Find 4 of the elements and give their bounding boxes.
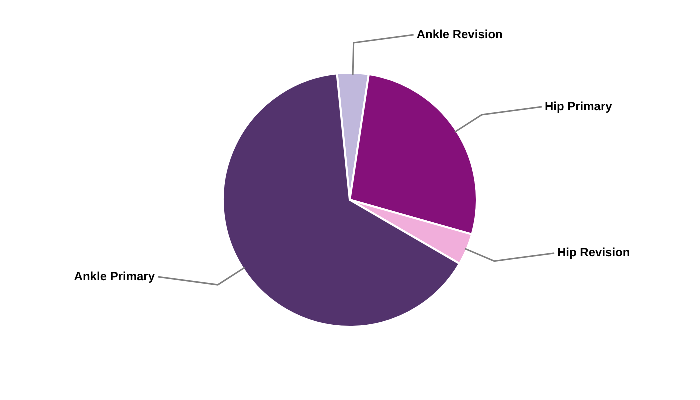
slice-label: Ankle Revision xyxy=(416,27,503,42)
slice-label: Hip Revision xyxy=(558,246,630,260)
slice-label: Hip Primary xyxy=(544,99,613,114)
slice-label: Ankle Primary xyxy=(74,269,156,284)
